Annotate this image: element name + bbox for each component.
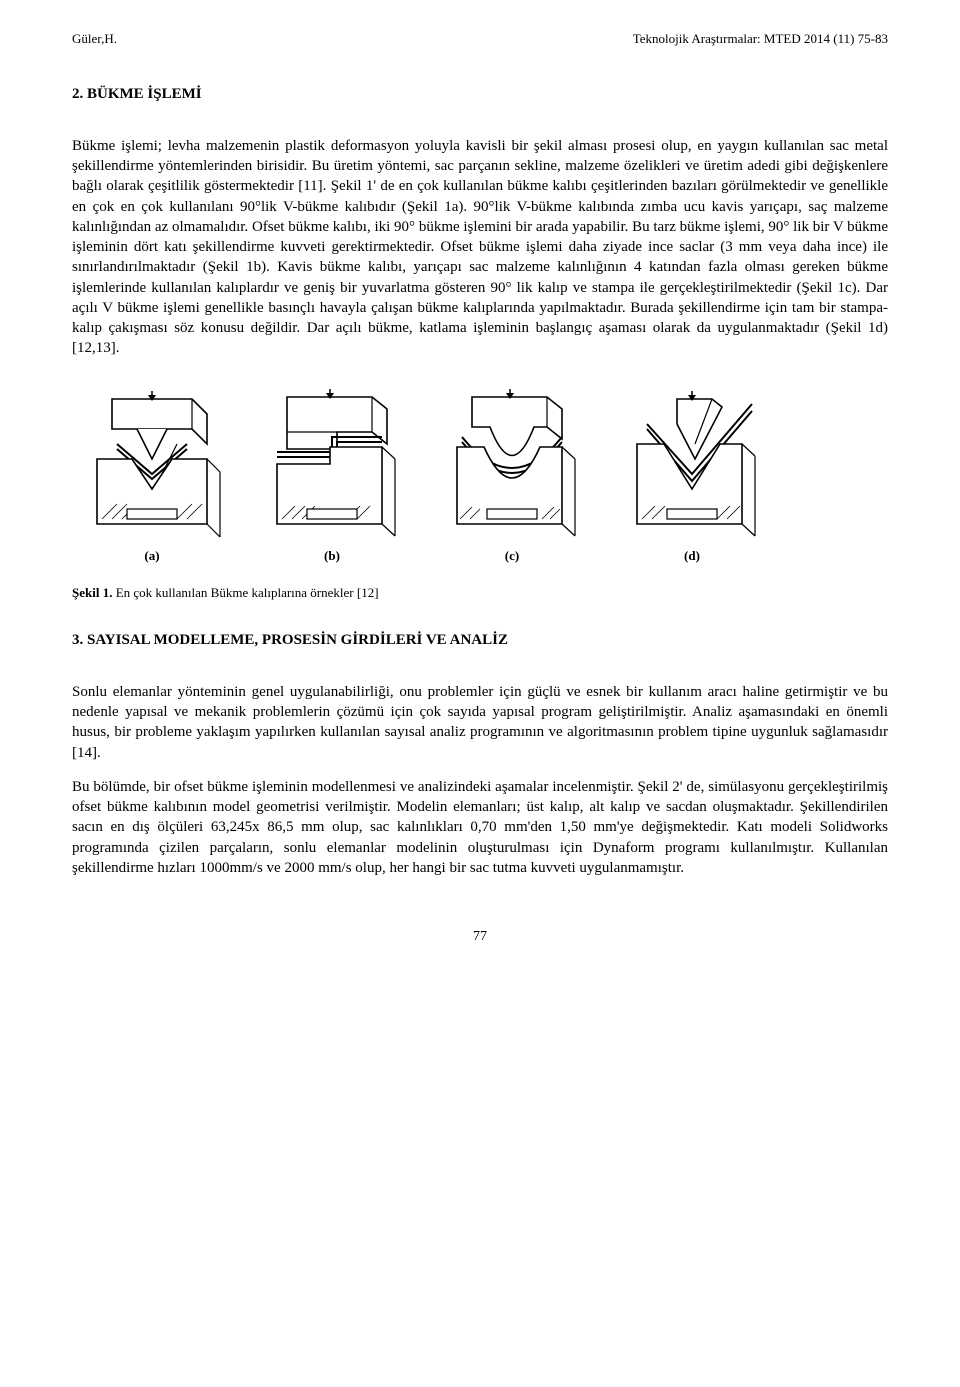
section-3-para-2: Bu bölümde, bir ofset bükme işleminin mo… [72,777,888,878]
figure-1a-label: (a) [82,547,222,565]
header-author: Güler,H. [72,30,117,48]
section-3-para-1: Sonlu elemanlar yönteminin genel uygulan… [72,682,888,763]
figure-1-caption: Şekil 1. En çok kullanılan Bükme kalıpla… [72,584,888,602]
figure-1d-label: (d) [622,547,762,565]
figure-1-caption-bold: Şekil 1. [72,585,112,600]
section-2-heading: 2. BÜKME İŞLEMİ [72,84,888,104]
figure-1d-acute-v-bend-die-icon [622,389,762,539]
figure-1-caption-rest: En çok kullanılan Bükme kalıplarına örne… [112,585,378,600]
section-3-heading: 3. SAYISAL MODELLEME, PROSESİN GİRDİLERİ… [72,630,888,650]
page-header: Güler,H. Teknolojik Araştırmalar: MTED 2… [72,30,888,48]
figure-1c-label: (c) [442,547,582,565]
figure-1b-offset-bend-die-icon [262,389,402,539]
figure-1c-radius-bend-die-icon [442,389,582,539]
header-journal: Teknolojik Araştırmalar: MTED 2014 (11) … [633,30,888,48]
figure-1-label-row: (a) (b) (c) (d) [72,547,888,565]
figure-1a-v-bend-die-icon [82,389,222,539]
figure-1-row [72,389,888,539]
page-number: 77 [72,928,888,947]
figure-1b-label: (b) [262,547,402,565]
section-2-paragraph: Bükme işlemi; levha malzemenin plastik d… [72,136,888,359]
